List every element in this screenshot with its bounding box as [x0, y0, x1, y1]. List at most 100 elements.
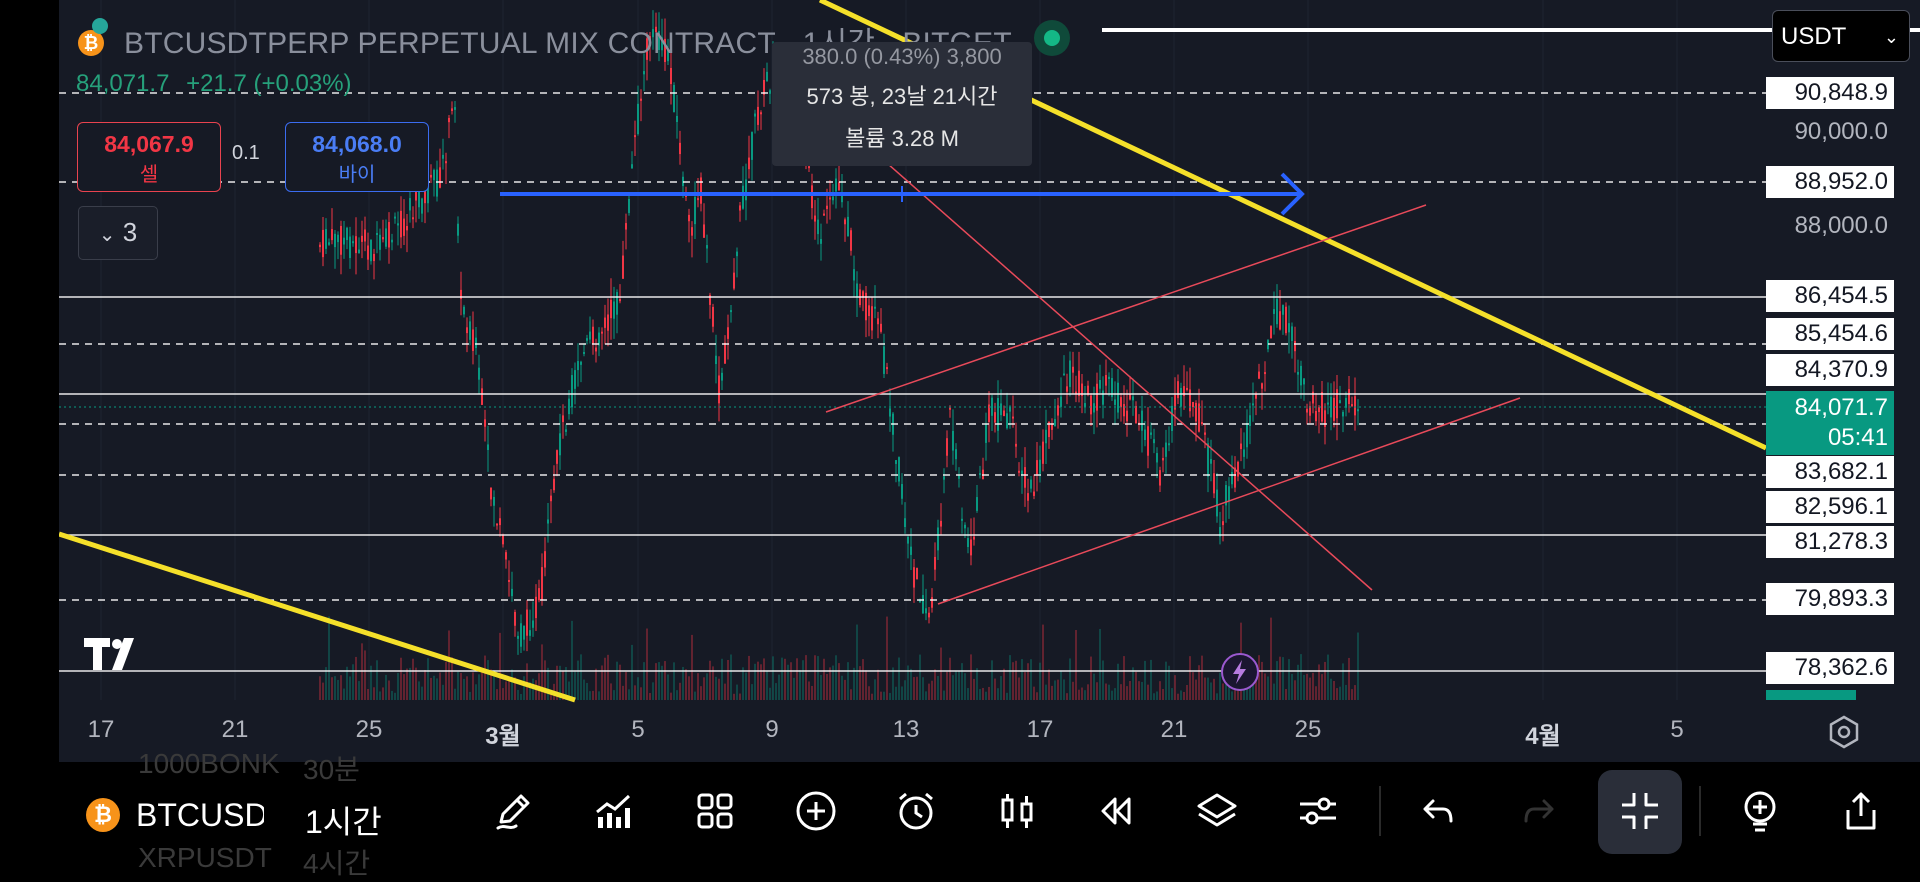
- settings-icon[interactable]: [1826, 714, 1862, 750]
- candle-body: [904, 518, 906, 528]
- candle-body: [1240, 443, 1242, 450]
- candle-body: [1093, 403, 1095, 413]
- undo-icon[interactable]: [1413, 786, 1463, 836]
- candle-body: [1075, 391, 1077, 394]
- live-indicator-icon: [1034, 20, 1070, 56]
- candle-body: [751, 132, 753, 160]
- plus-circle-icon[interactable]: [791, 786, 841, 836]
- volume-bar: [811, 685, 813, 700]
- volume-bar: [427, 658, 429, 700]
- price-change: +21.7 (+0.03%): [186, 70, 352, 97]
- candle-body: [361, 235, 363, 242]
- candle-body: [964, 524, 966, 529]
- volume-bar: [454, 688, 456, 700]
- volume-bar: [472, 672, 474, 700]
- add-object-icon[interactable]: [1735, 786, 1785, 836]
- candle-body: [424, 185, 426, 204]
- volume-bar: [631, 644, 633, 700]
- volume-bar: [364, 650, 366, 700]
- volume-bar: [802, 660, 804, 700]
- candle-body: [580, 361, 582, 365]
- volume-bar: [400, 657, 402, 700]
- time-tick: 21: [221, 716, 249, 743]
- alarm-icon[interactable]: [891, 786, 941, 836]
- volume-bar: [487, 660, 489, 700]
- buy-button[interactable]: 84,068.0 바이: [285, 122, 429, 192]
- candle-body: [853, 269, 855, 281]
- candle-body: [1108, 376, 1110, 380]
- pencil-icon[interactable]: [488, 786, 538, 836]
- indicator-count: 3: [122, 217, 138, 247]
- volume-bar: [988, 686, 990, 700]
- candle-body: [862, 291, 864, 298]
- interval-selector[interactable]: 1시간: [305, 804, 382, 840]
- volume-bar: [1324, 661, 1326, 700]
- volume-bar: [814, 655, 816, 700]
- volume-bar: [1201, 655, 1203, 700]
- candle-body: [871, 306, 873, 331]
- volume-bar: [349, 676, 351, 700]
- volume-bar: [1339, 686, 1341, 700]
- volume-bar: [943, 690, 945, 700]
- volume-bar: [766, 670, 768, 700]
- candle-body: [484, 419, 486, 427]
- candle-body: [526, 609, 528, 636]
- candle-body: [733, 272, 735, 289]
- candle-body: [427, 181, 429, 204]
- volume-bar: [1231, 691, 1233, 700]
- collapse-icon[interactable]: [1615, 786, 1665, 836]
- candle-body: [610, 299, 612, 319]
- price-label: 78,362.6: [1766, 652, 1894, 684]
- volume-bar: [1186, 684, 1188, 700]
- time-tick: 13: [892, 716, 920, 743]
- indicators-collapse-button[interactable]: ⌄ 3: [78, 206, 158, 260]
- candle-body: [1033, 491, 1035, 496]
- redo-icon[interactable]: [1514, 786, 1564, 836]
- candle-body: [1045, 429, 1047, 444]
- candle-body: [835, 178, 837, 192]
- volume-bar: [703, 677, 705, 700]
- candle-body: [1348, 389, 1350, 405]
- candle-body: [616, 292, 618, 315]
- sliders-icon[interactable]: [1293, 786, 1343, 836]
- share-icon[interactable]: [1836, 786, 1886, 836]
- volume-bar: [727, 659, 729, 700]
- candle-body: [1048, 421, 1050, 438]
- volume-bar: [1309, 677, 1311, 700]
- layers-icon[interactable]: [1192, 786, 1242, 836]
- price-label: 84,370.9: [1766, 354, 1894, 386]
- volume-bar: [937, 676, 939, 700]
- volume-bar: [967, 688, 969, 700]
- volume-bar: [619, 664, 621, 700]
- volume-bar: [1102, 660, 1104, 700]
- volume-bar: [1114, 688, 1116, 700]
- chart-canvas[interactable]: [59, 0, 1920, 762]
- symbol-selector[interactable]: BTCUSDT: [136, 797, 264, 833]
- volume-bar: [1012, 662, 1014, 700]
- volume-bar: [979, 689, 981, 700]
- volume-bar: [787, 664, 789, 700]
- volume-bar: [1351, 689, 1353, 700]
- candle-body: [1273, 309, 1275, 314]
- indicators-icon[interactable]: [588, 786, 638, 836]
- volume-bar: [445, 661, 447, 700]
- volume-bar: [634, 685, 636, 700]
- volume-bar: [748, 655, 750, 700]
- volume-bar: [628, 689, 630, 700]
- active-tool-highlight: [1598, 770, 1682, 854]
- order-quantity[interactable]: 0.1: [232, 142, 260, 164]
- volume-bar: [442, 684, 444, 700]
- currency-select[interactable]: USDT ⌄: [1772, 10, 1910, 62]
- time-tick: 9: [765, 716, 779, 743]
- candle-body: [613, 301, 615, 319]
- volume-bar: [913, 677, 915, 700]
- volume-bar: [805, 655, 807, 700]
- ghost-symbol: 1000BONK: [138, 748, 280, 779]
- volume-bar: [1054, 680, 1056, 700]
- last-price: 84,071.7: [76, 70, 170, 97]
- lightning-icon[interactable]: [1221, 653, 1259, 691]
- sell-button[interactable]: 84,067.9 셀: [77, 122, 221, 192]
- replay-icon[interactable]: [1091, 786, 1141, 836]
- grid-icon[interactable]: [690, 786, 740, 836]
- candles-icon[interactable]: [992, 786, 1042, 836]
